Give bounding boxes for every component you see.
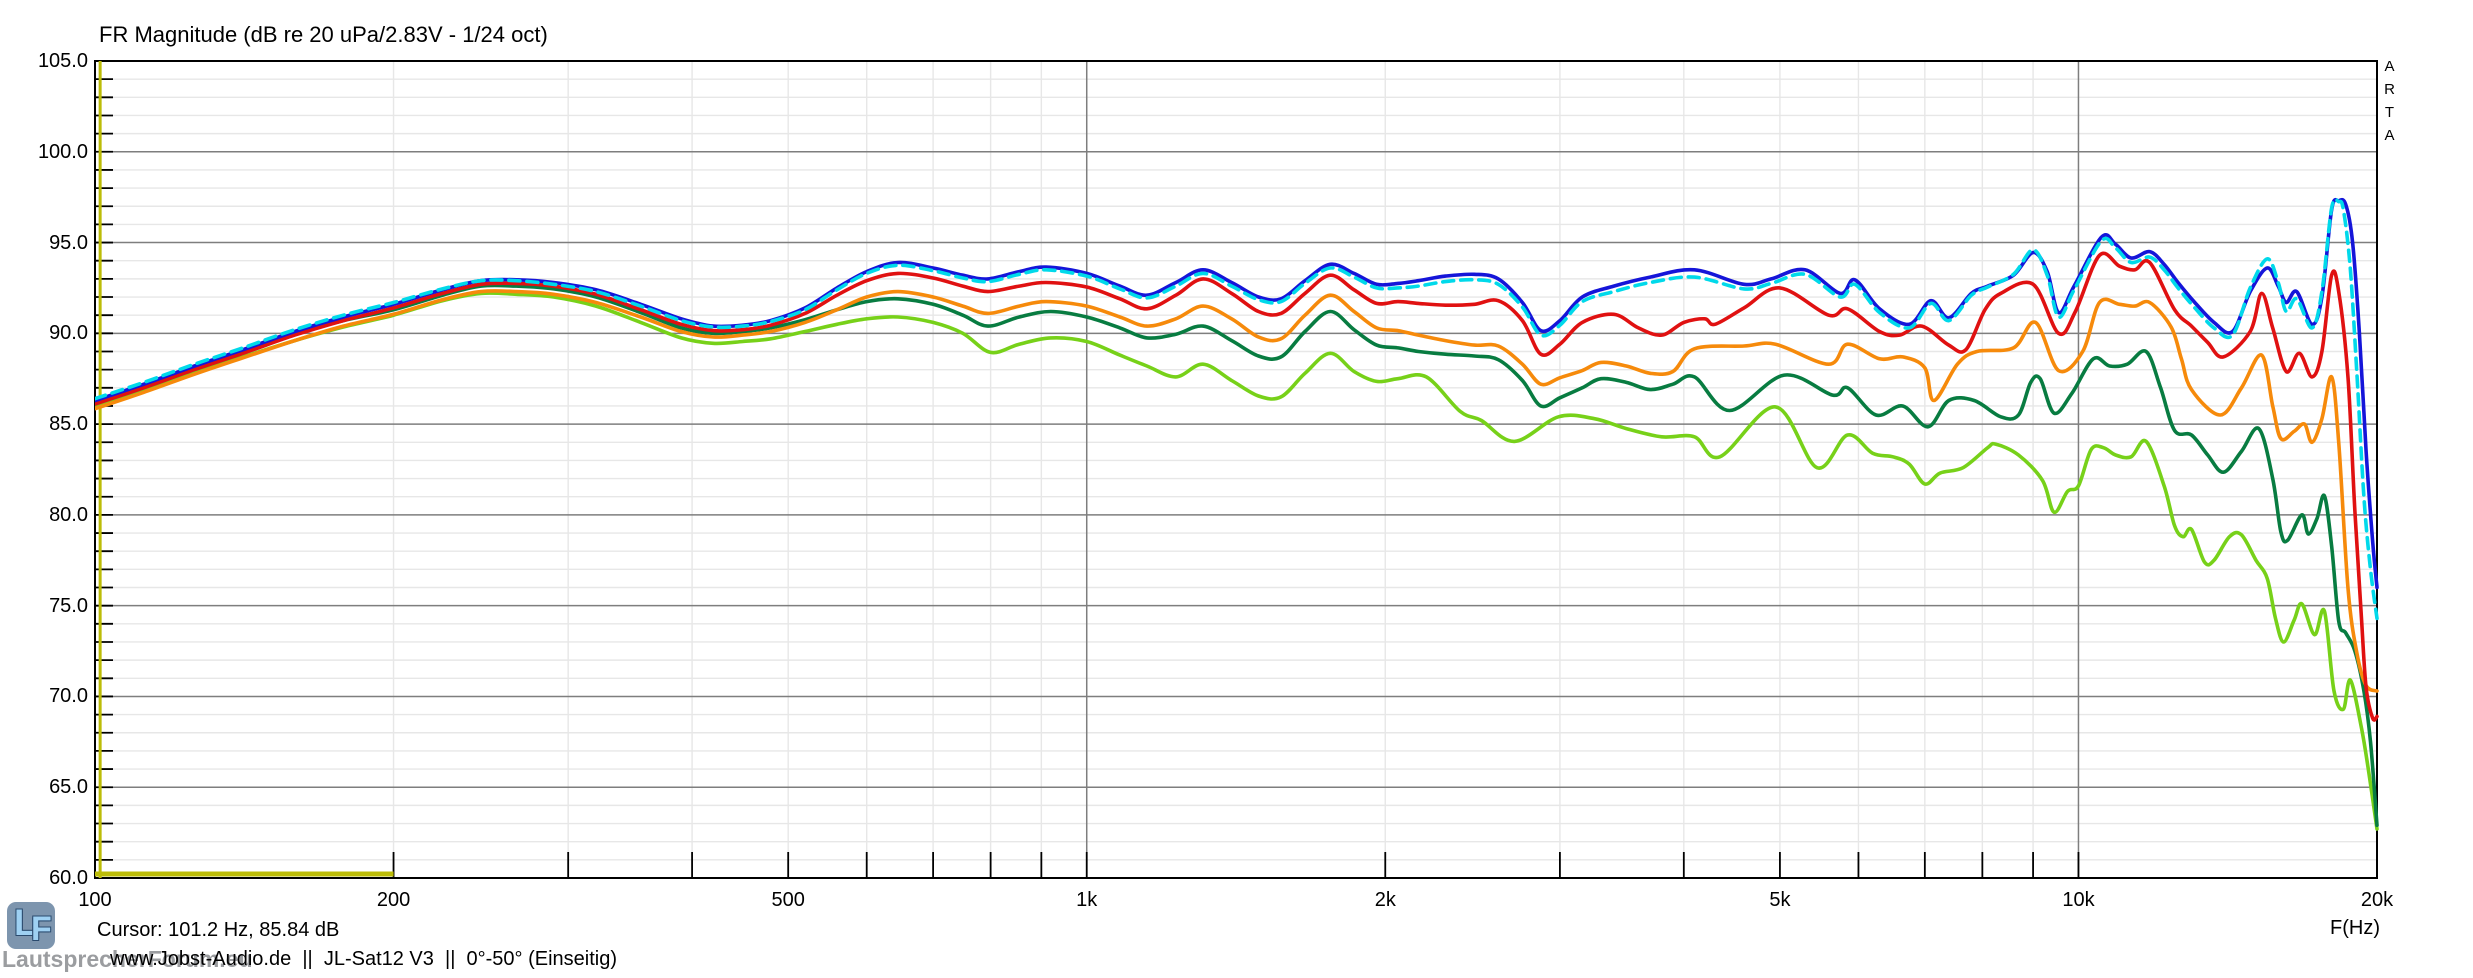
y-tick-label: 85.0 bbox=[49, 413, 88, 436]
x-tick-label: 2k bbox=[1374, 889, 1396, 911]
y-tick-label: 105.0 bbox=[37, 50, 88, 72]
x-tick-label: 5k bbox=[1769, 889, 1791, 911]
y-tick-label: 100.0 bbox=[37, 140, 88, 163]
cursor-readout: Cursor: 101.2 Hz, 85.84 dB bbox=[97, 919, 340, 941]
x-tick-label: 200 bbox=[376, 889, 411, 911]
fr-curve-40° bbox=[95, 283, 2379, 828]
logo-text: LautsprecherForum.eu bbox=[2, 946, 253, 972]
measurement-info-line: www.Jobst-Audio.de || JL-Sat12 V3 || 0°-… bbox=[110, 948, 618, 970]
chart-title: FR Magnitude (dB re 20 uPa/2.83V - 1/24 … bbox=[99, 22, 548, 47]
fr-curve-20° bbox=[95, 251, 2379, 722]
arta-watermark: ARTA bbox=[2381, 58, 2398, 150]
logo-letter-f: F bbox=[31, 910, 52, 948]
logo-letter-l: L bbox=[14, 902, 37, 943]
fr-curves bbox=[95, 197, 2379, 831]
fr-curve-30° bbox=[95, 289, 2379, 693]
y-tick-label: 90.0 bbox=[49, 322, 88, 345]
x-tick-label: 1k bbox=[1076, 889, 1098, 911]
x-tick-label: 10k bbox=[2062, 889, 2095, 911]
lautsprecherforum-logo-icon: L F bbox=[7, 902, 55, 949]
y-tick-label: 70.0 bbox=[49, 685, 88, 708]
fr-curve-0° bbox=[95, 197, 2379, 590]
x-tick-label: 100 bbox=[78, 889, 112, 911]
fr-curve-10° bbox=[95, 197, 2379, 621]
y-tick-label: 75.0 bbox=[49, 594, 88, 617]
y-tick-label: 65.0 bbox=[49, 776, 88, 799]
x-axis-unit-label: F(Hz) bbox=[2330, 917, 2380, 939]
fr-curve-50° bbox=[95, 291, 2379, 831]
y-tick-label: 60.0 bbox=[49, 867, 88, 889]
y-tick-label: 95.0 bbox=[49, 231, 88, 254]
x-tick-label: 20k bbox=[2360, 889, 2394, 911]
x-tick-label: 500 bbox=[771, 889, 805, 911]
y-tick-label: 80.0 bbox=[49, 503, 88, 526]
